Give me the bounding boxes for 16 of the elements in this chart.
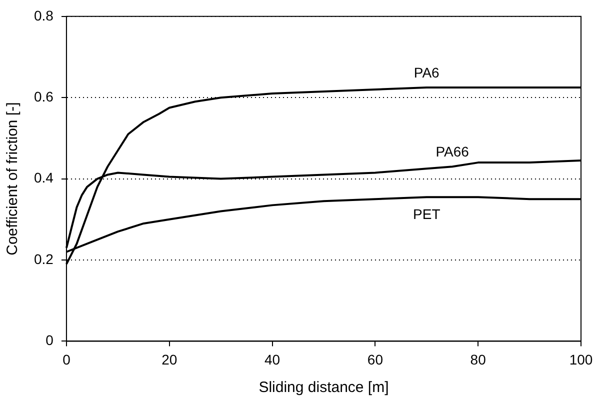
y-tick-label: 0 xyxy=(46,332,54,348)
x-tick-label: 60 xyxy=(367,351,384,368)
y-tick-label: 0.8 xyxy=(34,7,54,24)
x-tick-label: 100 xyxy=(569,351,593,368)
x-tick-label: 20 xyxy=(162,351,178,368)
series-label: PET xyxy=(413,206,441,222)
series-label: PA6 xyxy=(414,64,440,80)
y-axis-title: Coefficient of friction [-] xyxy=(4,102,22,256)
x-tick-label: 0 xyxy=(62,351,71,368)
series-label: PA66 xyxy=(436,143,470,160)
x-tick-label: 80 xyxy=(470,351,486,368)
x-axis-title: Sliding distance [m] xyxy=(258,379,389,396)
y-tick-label: 0.6 xyxy=(34,88,54,104)
y-tick-label: 0.2 xyxy=(34,250,54,267)
x-tick-label: 40 xyxy=(264,351,280,368)
y-tick-label: 0.4 xyxy=(34,170,54,186)
